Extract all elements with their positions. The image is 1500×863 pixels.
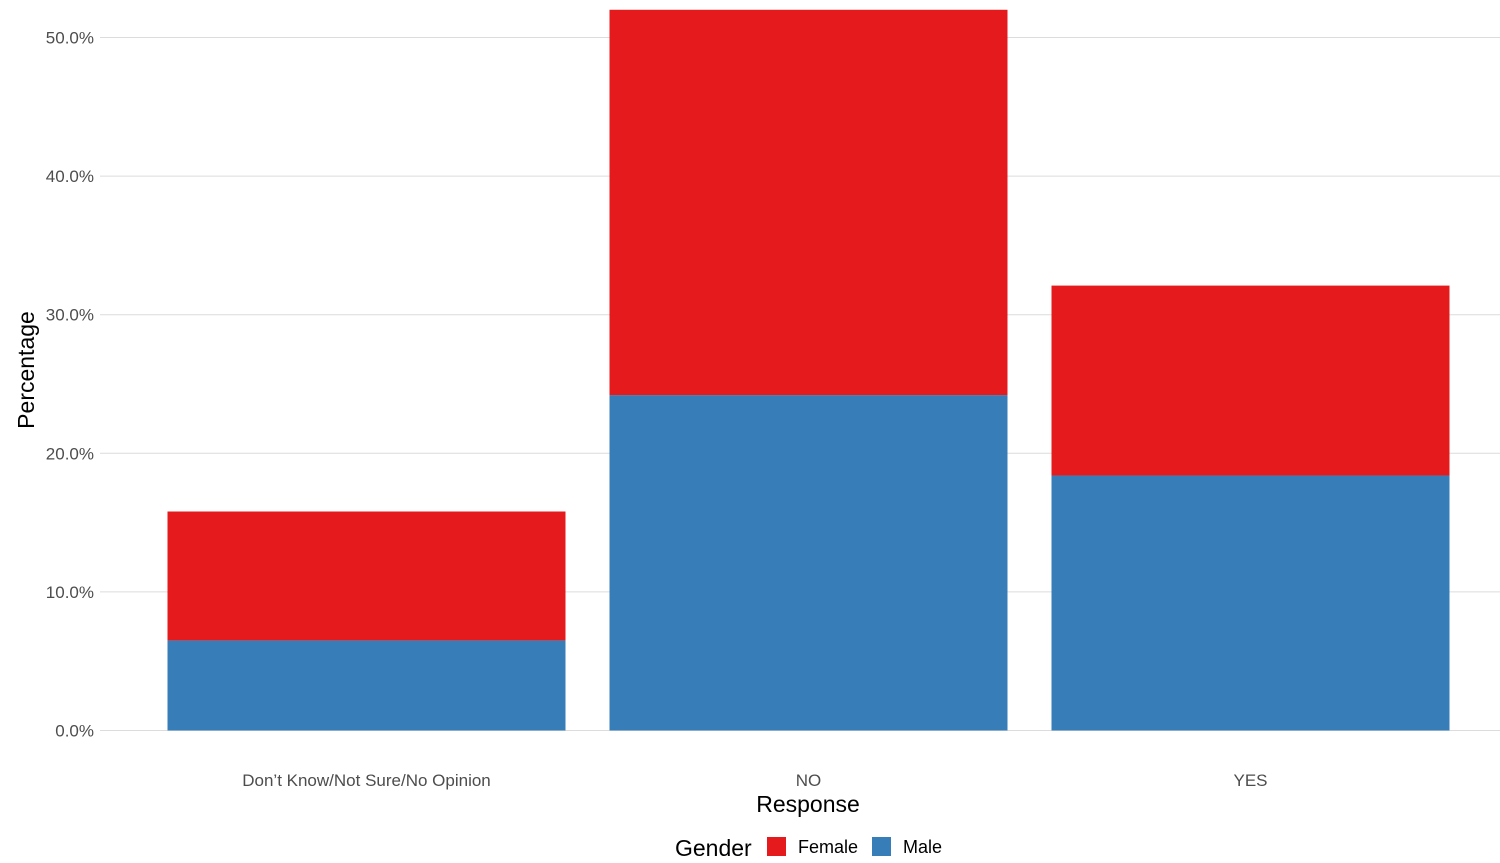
legend-title: Gender (675, 835, 752, 861)
x-axis-title: Response (756, 791, 860, 817)
legend: Gender Female Male (675, 835, 942, 861)
x-tick-label: NO (796, 771, 822, 790)
y-tick-label: 20.0% (46, 444, 94, 463)
y-tick-label: 10.0% (46, 583, 94, 602)
bar-female (609, 9, 1008, 396)
y-tick-label: 40.0% (46, 167, 94, 186)
y-axis-title: Percentage (13, 311, 39, 429)
x-tick-label: YES (1233, 771, 1267, 790)
bar-female (167, 511, 566, 641)
legend-label-male: Male (903, 837, 942, 857)
y-tick-label: 0.0% (55, 722, 94, 741)
y-tick-label: 30.0% (46, 306, 94, 325)
y-tick-label: 50.0% (46, 29, 94, 48)
legend-label-female: Female (798, 837, 858, 857)
x-tick-label: Don’t Know/Not Sure/No Opinion (242, 771, 491, 790)
bar-male (1051, 475, 1450, 731)
legend-swatch-male (872, 837, 891, 856)
bar-male (167, 640, 566, 731)
bars (167, 9, 1450, 731)
legend-swatch-female (767, 837, 786, 856)
x-axis-ticks: Don’t Know/Not Sure/No Opinion NO YES (242, 771, 1267, 790)
y-axis-ticks: 0.0% 10.0% 20.0% 30.0% 40.0% 50.0% (46, 29, 94, 741)
bar-female (1051, 285, 1450, 476)
bar-male (609, 395, 1008, 731)
